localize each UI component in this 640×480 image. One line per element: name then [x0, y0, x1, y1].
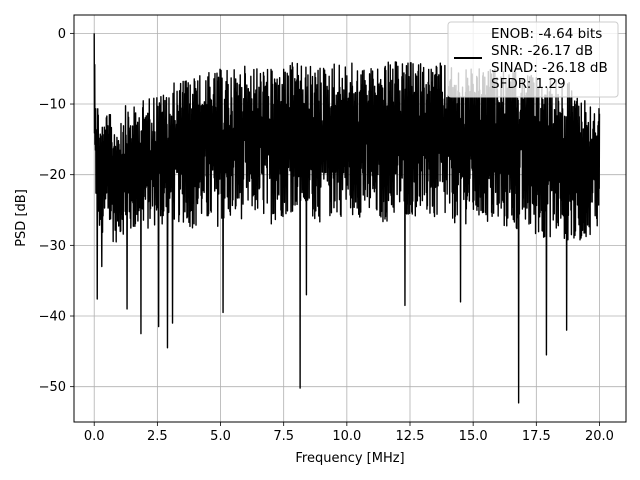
- legend-entry: SFDR: 1.29: [491, 76, 566, 92]
- x-axis-label: Frequency [MHz]: [295, 451, 404, 466]
- legend-entry: ENOB: -4.64 bits: [491, 26, 602, 42]
- x-tick-label: 0.0: [84, 429, 105, 444]
- y-tick-label: −40: [39, 310, 66, 325]
- y-tick-label: −10: [39, 98, 66, 113]
- x-tick-label: 5.0: [210, 429, 231, 444]
- x-tick-label: 2.5: [147, 429, 168, 444]
- y-tick-label: 0: [58, 27, 66, 42]
- y-axis-label: PSD [dB]: [14, 189, 29, 247]
- y-tick-label: −20: [39, 168, 66, 183]
- psd-series-line: [93, 33, 601, 404]
- legend-box: [447, 21, 619, 98]
- x-tick-label: 12.5: [396, 429, 425, 444]
- x-tick-label: 10.0: [332, 429, 361, 444]
- ticks: 0.0 2.5 5.0 7.5 10.0 12.5 15.0 17.5 20.0 0 −10 −20 −…: [39, 27, 614, 444]
- x-tick-label: 20.0: [585, 429, 614, 444]
- x-tick-label: 7.5: [273, 429, 294, 444]
- legend: ENOB: -4.64 bits SNR: -26.17 dB SINAD: -…: [447, 21, 619, 98]
- x-tick-label: 15.0: [459, 429, 488, 444]
- y-tick-label: −50: [39, 380, 66, 395]
- axes-frame: [73, 14, 627, 423]
- legend-entry: SNR: -26.17 dB: [491, 43, 593, 59]
- y-tick-label: −30: [39, 239, 66, 254]
- x-tick-label: 17.5: [522, 429, 551, 444]
- legend-entry: SINAD: -26.18 dB: [491, 60, 608, 76]
- plot-area: [93, 33, 601, 404]
